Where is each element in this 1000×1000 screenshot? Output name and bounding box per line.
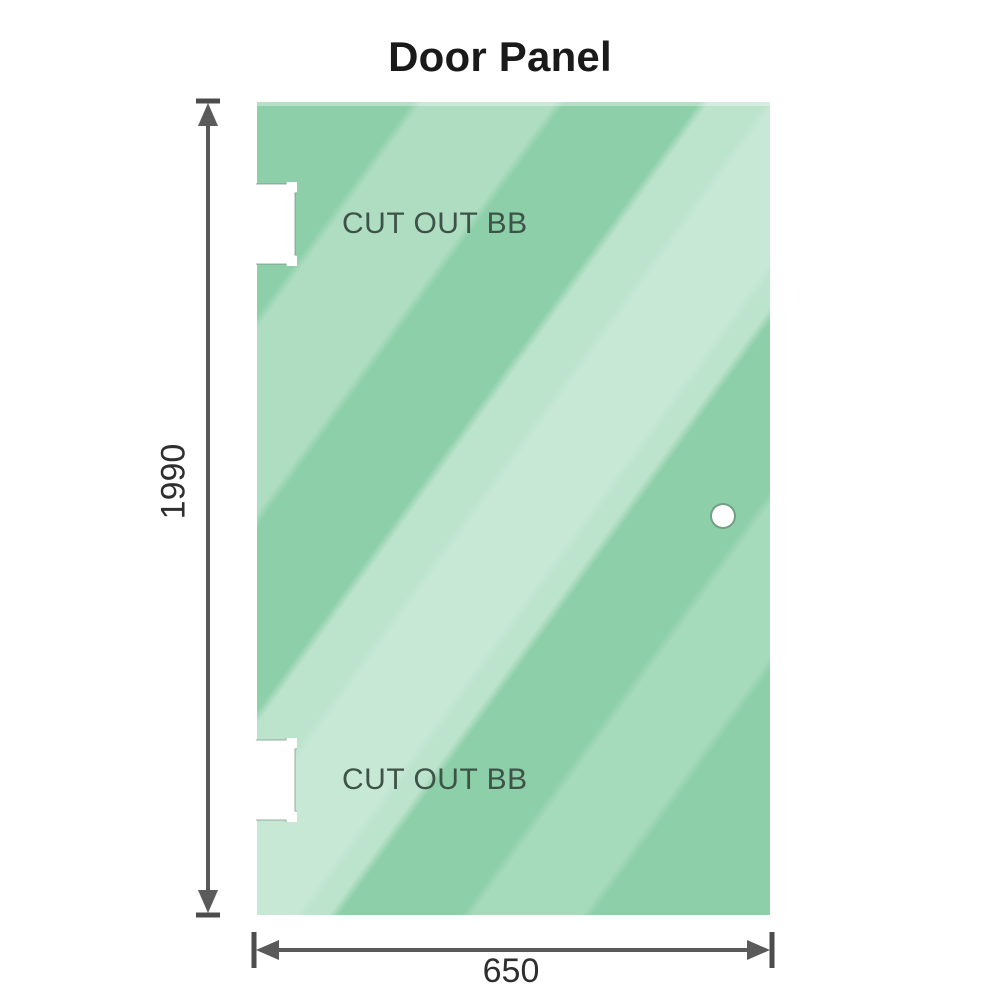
- page-title: Door Panel: [388, 33, 612, 80]
- door-panel: [256, 102, 770, 915]
- panel-top-sheen: [257, 102, 770, 106]
- panel-glass-fill: [257, 102, 770, 915]
- handle-hole: [712, 505, 734, 527]
- cutout-top: [256, 182, 297, 266]
- height-dimension-label: 1990: [154, 443, 193, 520]
- width-dimension-line: [248, 932, 778, 976]
- height-dimension-line: [196, 98, 220, 918]
- cutout-bottom: [256, 738, 297, 822]
- width-dimension-label: 650: [482, 952, 540, 990]
- cutout-top-label: CUT OUT BB: [342, 207, 528, 240]
- cutout-bottom-label: CUT OUT BB: [342, 763, 528, 796]
